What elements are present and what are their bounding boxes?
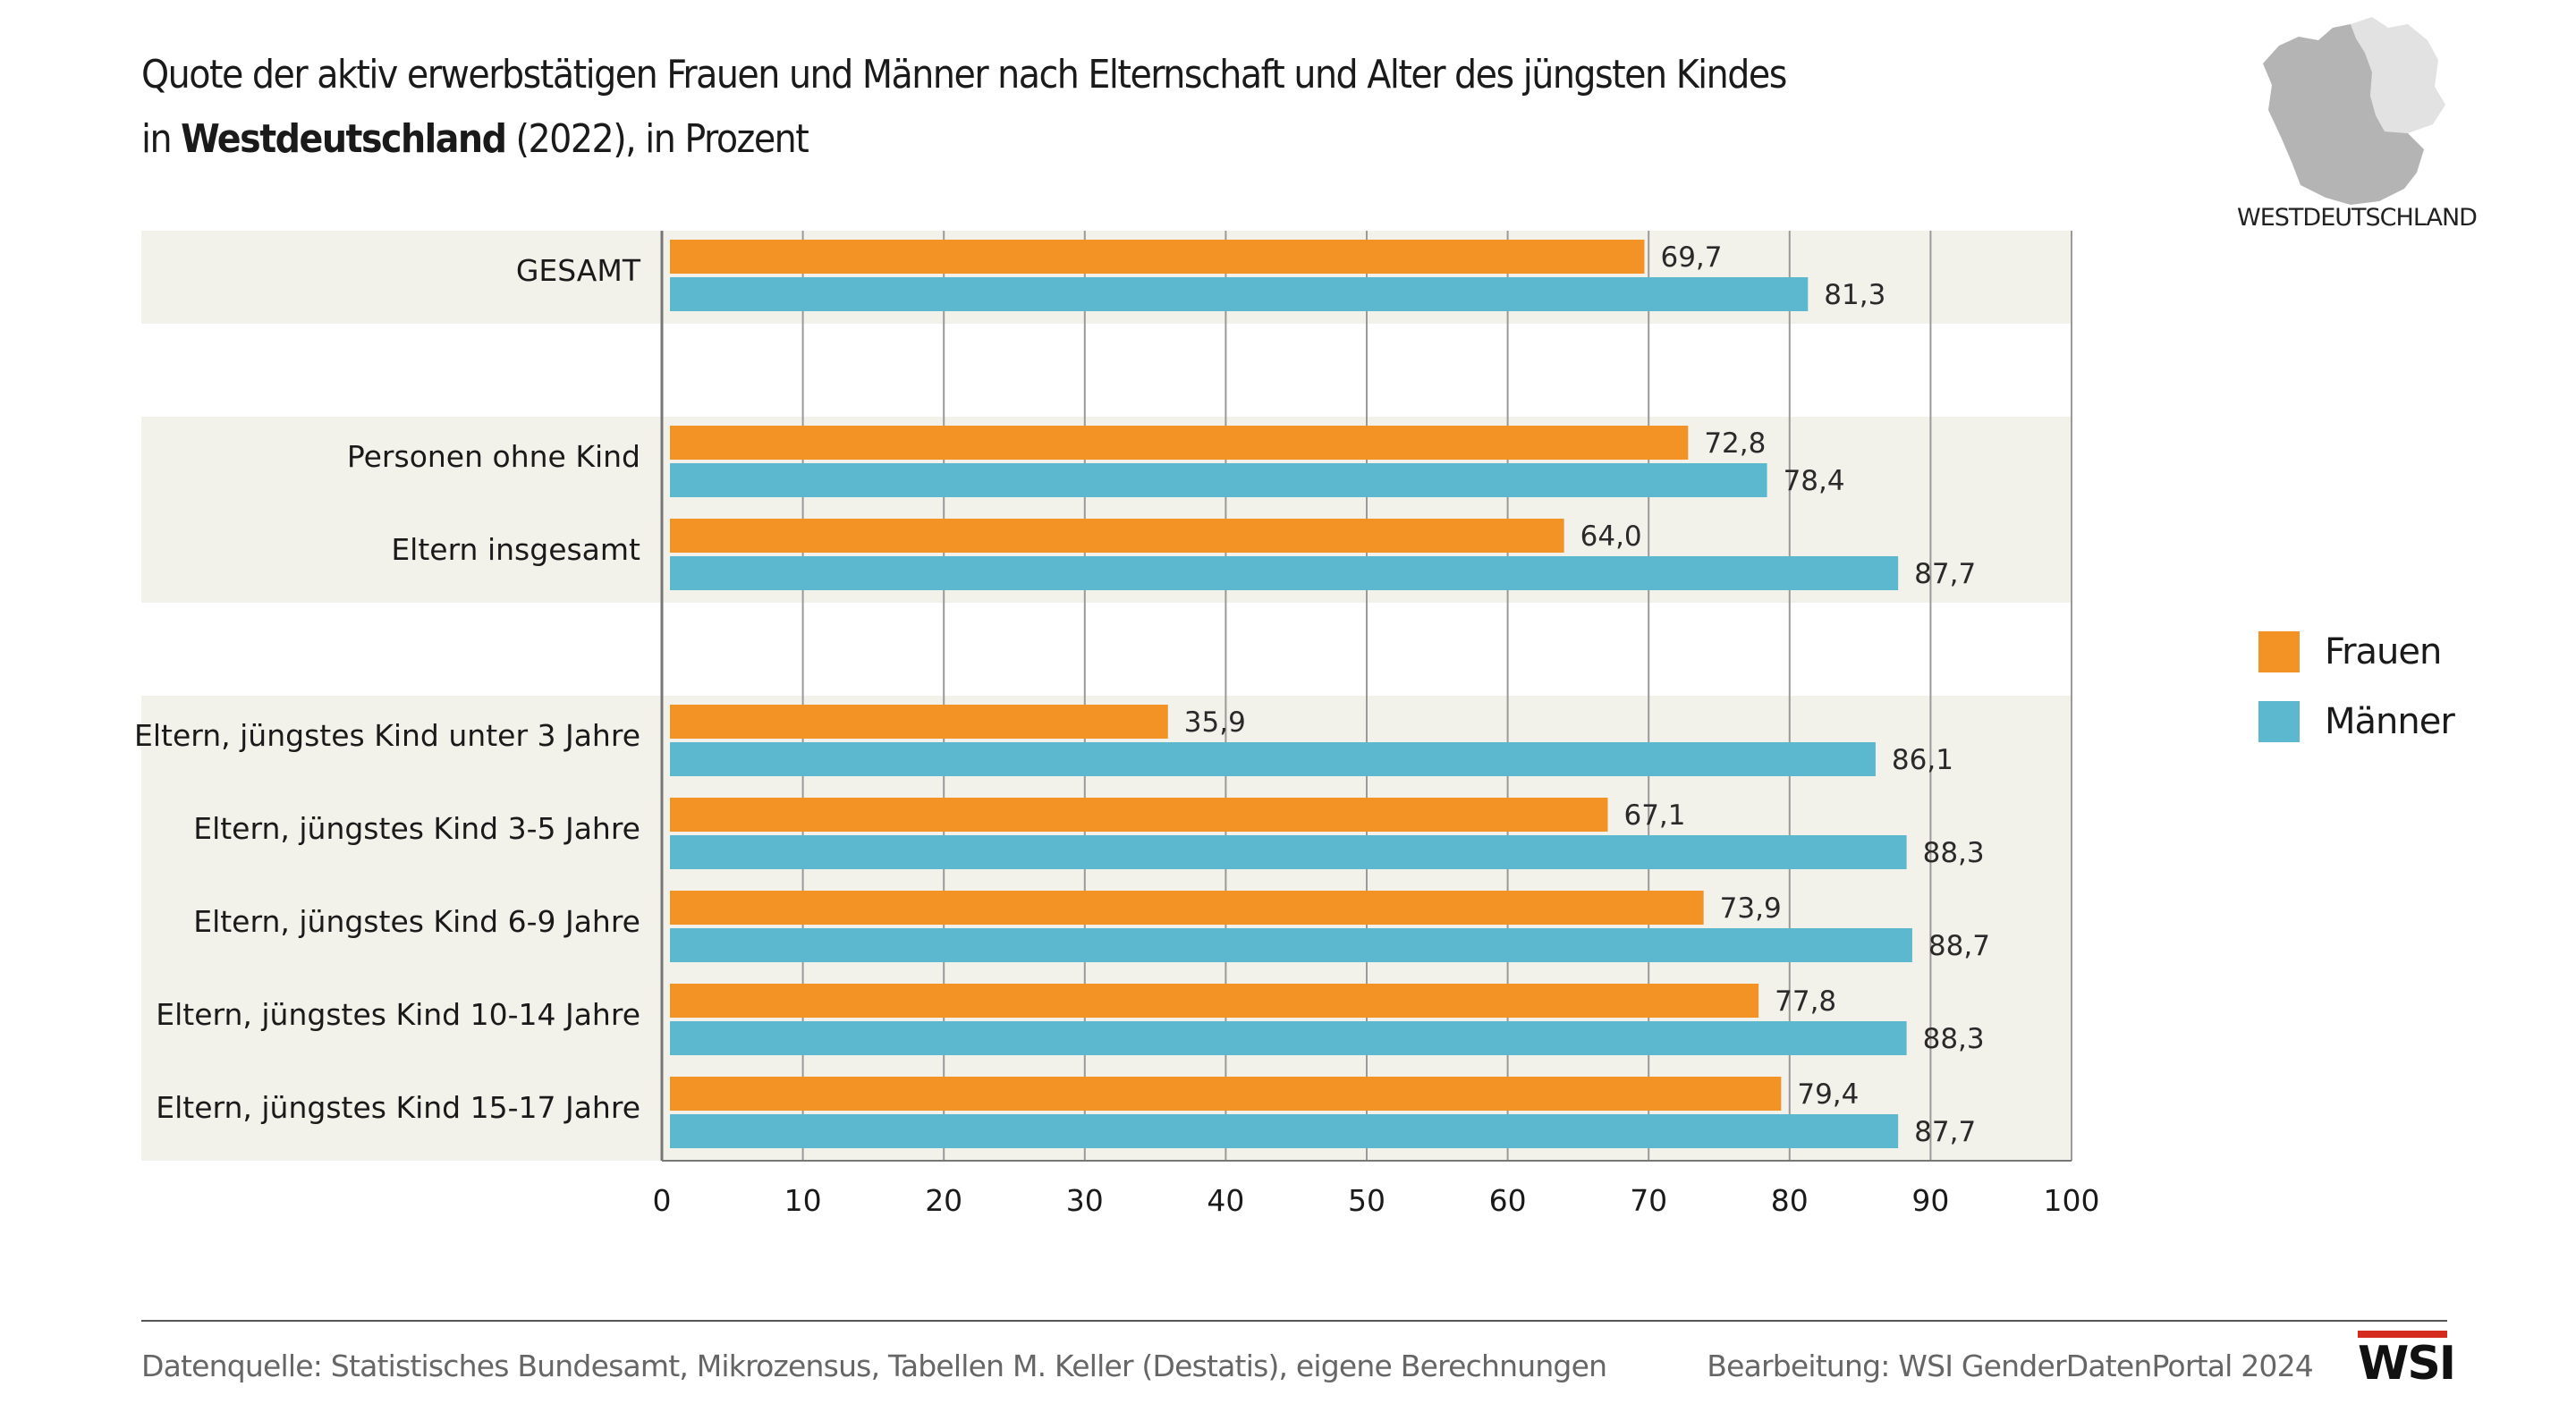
x-tick-label-80: 80: [1771, 1183, 1809, 1218]
x-tick-label-10: 10: [784, 1183, 822, 1218]
title-suffix: (2022), in Prozent: [505, 116, 809, 162]
bar-mnner-5: [670, 928, 1912, 962]
value-label-0-2: 64,0: [1580, 520, 1642, 553]
title-line-1: Quote der aktiv erwerbstätigen Frauen un…: [141, 52, 1787, 97]
bar-frauen-2: [670, 519, 1564, 553]
category-label-3: Eltern, jüngstes Kind unter 3 Jahre: [134, 718, 640, 753]
x-tick-label-0: 0: [653, 1183, 672, 1218]
map-label: WESTDEUTSCHLAND: [2237, 204, 2478, 232]
legend: Frauen Männer: [2258, 617, 2455, 757]
value-label-0-3: 35,9: [1184, 706, 1246, 739]
title-line-2: in Westdeutschland (2022), in Prozent: [141, 107, 2243, 172]
category-label-6: Eltern, jüngstes Kind 10-14 Jahre: [156, 997, 640, 1032]
value-label-1-4: 88,3: [1923, 837, 1985, 869]
x-tick-label-70: 70: [1630, 1183, 1667, 1218]
title-region: Westdeutschland: [181, 116, 507, 162]
bar-mnner-0: [670, 277, 1809, 311]
x-tick-label-60: 60: [1489, 1183, 1527, 1218]
bar-frauen-7: [670, 1077, 1782, 1111]
x-tick-label-40: 40: [1207, 1183, 1244, 1218]
legend-label-maenner: Männer: [2325, 701, 2455, 742]
title-prefix: in: [141, 116, 182, 162]
value-label-1-5: 88,7: [1928, 930, 1990, 962]
bar-frauen-0: [670, 240, 1645, 274]
value-label-0-5: 73,9: [1720, 892, 1782, 925]
value-label-0-4: 67,1: [1623, 799, 1685, 832]
x-tick-label-100: 100: [2044, 1183, 2100, 1218]
value-label-1-7: 87,7: [1914, 1116, 1976, 1148]
category-label-2: Eltern insgesamt: [391, 532, 640, 567]
x-tick-label-90: 90: [1911, 1183, 1949, 1218]
legend-label-frauen: Frauen: [2325, 631, 2442, 672]
category-label-4: Eltern, jüngstes Kind 3-5 Jahre: [193, 811, 640, 846]
legend-item-maenner: Männer: [2258, 687, 2455, 757]
logo-text: WSI: [2358, 1337, 2456, 1391]
bar-frauen-1: [670, 426, 1689, 460]
x-tick-label-20: 20: [925, 1183, 962, 1218]
logo-accent-bar: [2358, 1331, 2447, 1338]
germany-map-icon: [2263, 17, 2445, 205]
value-label-1-1: 78,4: [1784, 465, 1845, 497]
legend-item-frauen: Frauen: [2258, 617, 2454, 687]
bar-frauen-5: [670, 891, 1704, 925]
bars: [670, 240, 1912, 1148]
source-note: Datenquelle: Statistisches Bundesamt, Mi…: [141, 1349, 1607, 1383]
credit-note: Bearbeitung: WSI GenderDatenPortal 2024: [1707, 1349, 2314, 1383]
category-label-0: GESAMT: [516, 253, 641, 288]
value-label-0-7: 79,4: [1797, 1078, 1859, 1111]
x-tick-label-50: 50: [1348, 1183, 1385, 1218]
bar-frauen-3: [670, 705, 1168, 739]
x-axis-ticks: 0 10 20 30 40 50 60 70 80 90 100: [653, 1183, 2100, 1218]
wsi-logo: WSI: [2358, 1331, 2456, 1391]
page-title: Quote der aktiv erwerbstätigen Frauen un…: [141, 43, 2243, 172]
bar-mnner-4: [670, 835, 1907, 869]
value-label-1-3: 86,1: [1892, 744, 1953, 776]
map-west-region: [2263, 24, 2424, 205]
value-label-0-1: 72,8: [1704, 427, 1766, 460]
category-labels: GESAMT Personen ohne Kind Eltern insgesamt…: [134, 253, 641, 1125]
category-label-7: Eltern, jüngstes Kind 15-17 Jahre: [156, 1090, 640, 1125]
bar-mnner-7: [670, 1114, 1899, 1148]
value-label-1-6: 88,3: [1923, 1023, 1985, 1055]
value-label-1-0: 81,3: [1824, 279, 1885, 311]
value-labels: 69,7 81,3 72,8 78,4 64,0 87,7 35,9 86,1 67,1 88,3…: [1184, 241, 1990, 1148]
value-label-0-0: 69,7: [1660, 241, 1722, 274]
value-label-0-6: 77,8: [1775, 985, 1836, 1018]
category-label-5: Eltern, jüngstes Kind 6-9 Jahre: [193, 904, 640, 939]
bar-mnner-2: [670, 556, 1899, 590]
value-label-1-2: 87,7: [1914, 558, 1976, 590]
x-tick-label-30: 30: [1066, 1183, 1104, 1218]
bar-mnner-6: [670, 1021, 1907, 1055]
category-label-1: Personen ohne Kind: [347, 439, 640, 474]
legend-swatch-frauen: [2258, 631, 2300, 672]
bar-frauen-6: [670, 984, 1759, 1018]
bar-mnner-1: [670, 463, 1767, 497]
footer-divider: [141, 1320, 2447, 1322]
legend-swatch-maenner: [2258, 701, 2300, 742]
bar-mnner-3: [670, 742, 1876, 776]
bar-frauen-4: [670, 798, 1608, 832]
map-east-region: [2351, 17, 2445, 133]
